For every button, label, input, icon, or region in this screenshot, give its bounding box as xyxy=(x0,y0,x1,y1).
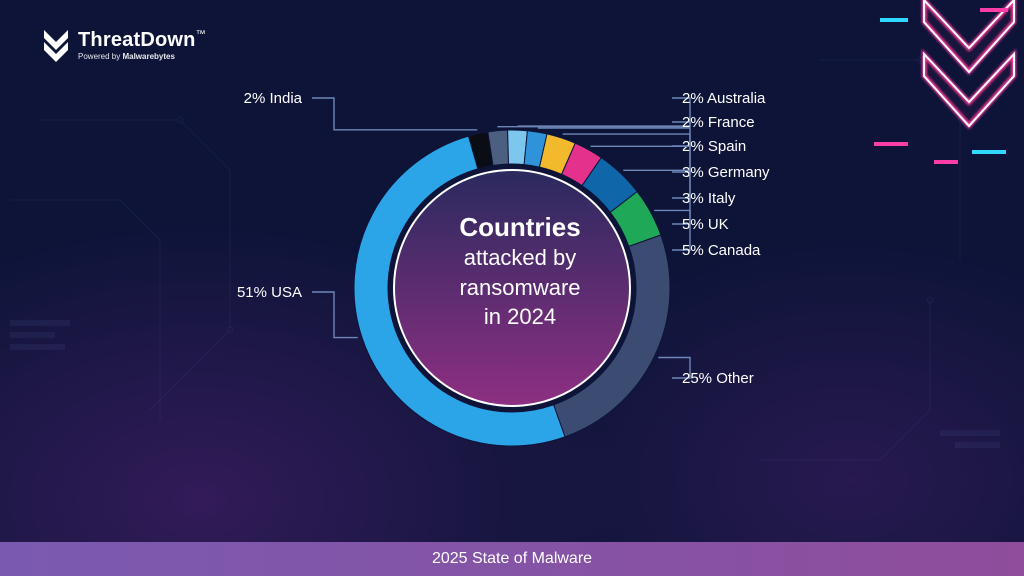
footer-text: 2025 State of Malware xyxy=(0,542,1024,576)
leader-australia xyxy=(497,98,690,127)
label-australia: 2% Australia xyxy=(682,90,766,107)
label-other: 25% Other xyxy=(682,370,754,387)
leader-usa xyxy=(312,292,358,338)
leader-france xyxy=(518,122,690,126)
label-india: 2% India xyxy=(244,90,303,107)
chart-center-sub: attacked byransomwarein 2024 xyxy=(390,243,650,332)
label-usa: 51% USA xyxy=(237,284,302,301)
label-canada: 5% Canada xyxy=(682,242,761,259)
chart-center-text: Countries attacked byransomwarein 2024 xyxy=(390,212,650,332)
label-france: 2% France xyxy=(682,114,755,131)
leader-india xyxy=(312,98,477,130)
chart-center-title: Countries xyxy=(390,212,650,243)
label-uk: 5% UK xyxy=(682,216,729,233)
label-spain: 2% Spain xyxy=(682,138,746,155)
label-germany: 3% Germany xyxy=(682,164,770,181)
